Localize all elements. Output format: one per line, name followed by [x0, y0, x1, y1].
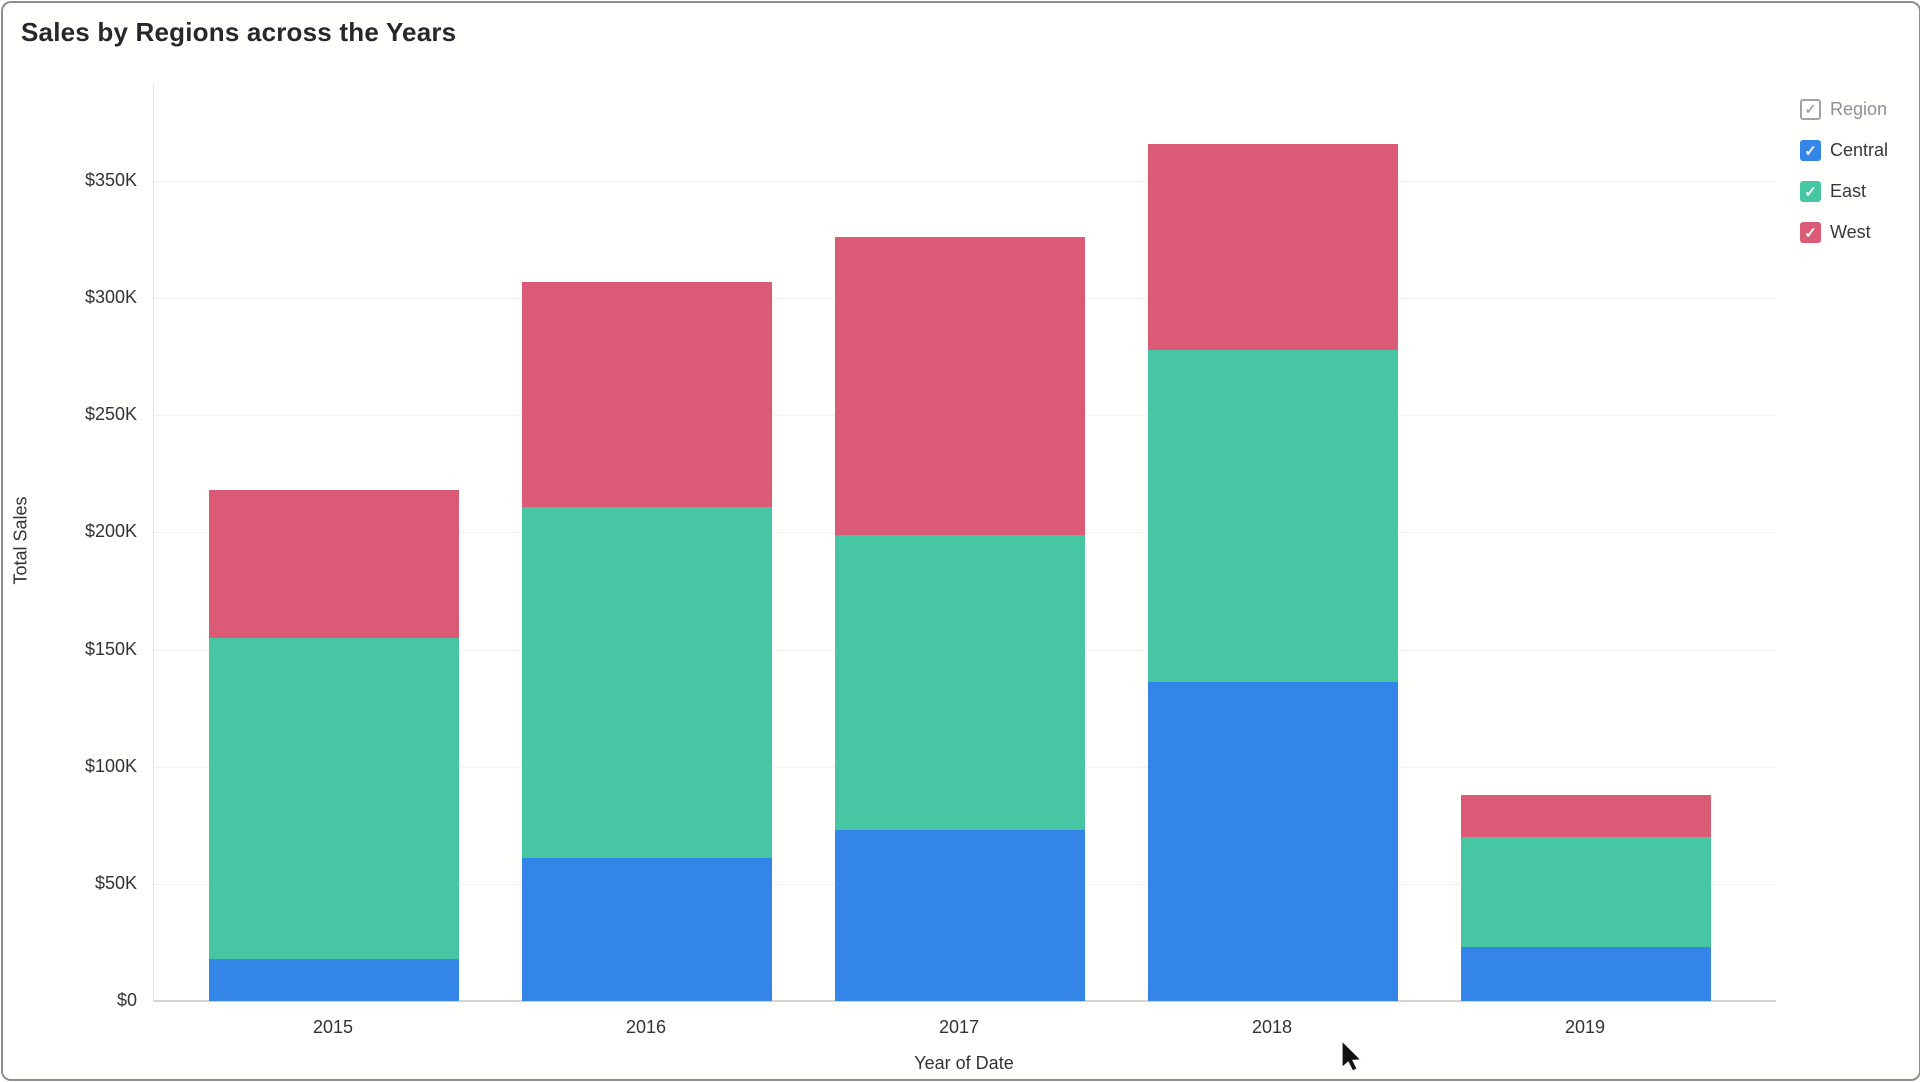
x-axis-line — [154, 1000, 1776, 1002]
x-axis-title: Year of Date — [914, 1053, 1014, 1073]
bar-segment-2019-east[interactable] — [1461, 837, 1711, 948]
region-filter-checkbox[interactable]: ✓ — [1800, 99, 1821, 120]
y-tick-label: $300K — [84, 287, 137, 308]
x-tick-label: 2018 — [1251, 1017, 1293, 1037]
legend-checkbox-west[interactable]: ✓ — [1800, 222, 1821, 243]
stacked-bar-2017[interactable] — [835, 237, 1085, 1001]
x-tick-label: 2016 — [625, 1017, 667, 1037]
legend-item-west[interactable]: ✓ West — [1800, 212, 1888, 253]
legend-item-label: East — [1830, 181, 1867, 201]
gridline — [154, 181, 1776, 182]
legend-header-label: Region — [1830, 99, 1888, 119]
bar-segment-2019-central[interactable] — [1461, 947, 1711, 1001]
bar-segment-2015-east[interactable] — [209, 637, 459, 959]
legend-item-east[interactable]: ✓ East — [1800, 171, 1888, 212]
bar-segment-2016-east[interactable] — [522, 506, 772, 859]
y-tick-label: $350K — [84, 170, 137, 190]
legend-item-label: West — [1830, 222, 1871, 242]
bar-segment-2016-west[interactable] — [522, 281, 772, 507]
legend-item-central[interactable]: ✓ Central — [1800, 130, 1888, 171]
legend-item-label: Central — [1830, 140, 1889, 160]
stacked-bar-2018[interactable] — [1148, 143, 1398, 1001]
y-tick-label: $250K — [84, 404, 137, 425]
y-tick-label: $50K — [94, 872, 137, 893]
bar-segment-2017-central[interactable] — [835, 829, 1085, 1001]
legend-checkbox-central[interactable]: ✓ — [1800, 140, 1821, 161]
bar-segment-2018-west[interactable] — [1148, 143, 1398, 350]
y-tick-label: $100K — [84, 755, 137, 776]
y-tick-label: $150K — [84, 638, 137, 659]
bar-segment-2019-west[interactable] — [1461, 794, 1711, 838]
chart-title: Sales by Regions across the Years — [21, 17, 457, 47]
legend-header-row[interactable]: ✓ Region — [1800, 89, 1888, 130]
x-tick-label: 2019 — [1564, 1017, 1606, 1037]
y-tick-label: $200K — [84, 521, 137, 542]
bar-segment-2018-east[interactable] — [1148, 349, 1398, 683]
legend-checkbox-east[interactable]: ✓ — [1800, 181, 1821, 202]
bar-segment-2017-west[interactable] — [835, 237, 1085, 535]
bar-segment-2017-east[interactable] — [835, 534, 1085, 830]
legend: ✓ Region ✓ Central ✓ East ✓ West — [1800, 89, 1888, 253]
stacked-bar-2016[interactable] — [522, 281, 772, 1001]
stacked-bar-2019[interactable] — [1461, 794, 1711, 1001]
plot-area — [153, 83, 1776, 1002]
bar-segment-2016-central[interactable] — [522, 858, 772, 1001]
y-tick-label: $0 — [116, 990, 137, 1010]
mouse-cursor-icon — [1341, 1041, 1363, 1071]
bar-segment-2015-west[interactable] — [209, 490, 459, 638]
bar-segment-2015-central[interactable] — [209, 958, 459, 1001]
x-tick-label: 2015 — [312, 1017, 354, 1037]
bar-segment-2018-central[interactable] — [1148, 682, 1398, 1001]
x-tick-label: 2017 — [938, 1017, 980, 1037]
stacked-bar-2015[interactable] — [209, 490, 459, 1001]
